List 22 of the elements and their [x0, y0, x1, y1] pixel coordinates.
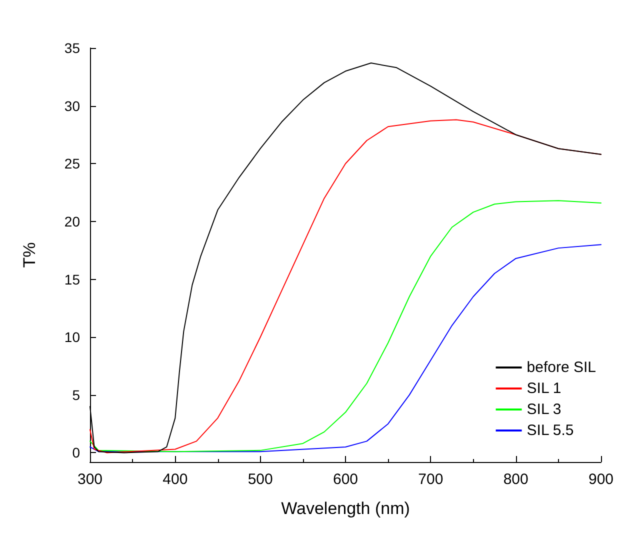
y-tick-label: 15 — [64, 271, 80, 288]
legend-label: SIL 3 — [526, 401, 562, 418]
x-tick-label: 400 — [162, 471, 188, 488]
legend-label: SIL 1 — [526, 380, 562, 397]
legend-label: SIL 5.5 — [526, 422, 574, 439]
x-tick-label: 300 — [77, 471, 103, 488]
y-axis-title: T% — [20, 242, 39, 268]
y-tick-label: 30 — [64, 98, 80, 114]
y-tick-label: 5 — [72, 386, 80, 403]
y-tick-label: 10 — [64, 329, 80, 346]
y-tick-label: 35 — [64, 40, 80, 56]
y-tick-label: 20 — [64, 213, 80, 230]
x-tick-label: 800 — [503, 471, 528, 488]
x-axis-title: Wavelength (nm) — [281, 499, 410, 518]
x-tick-label: 500 — [248, 471, 273, 488]
x-tick-label: 700 — [418, 471, 444, 488]
line-series — [90, 200, 602, 452]
legend-label: before SIL — [526, 359, 596, 376]
y-tick-label: 25 — [64, 156, 80, 172]
y-tick-label: 0 — [72, 444, 80, 461]
x-tick-label: 900 — [588, 471, 614, 488]
x-tick-label: 600 — [332, 471, 358, 488]
